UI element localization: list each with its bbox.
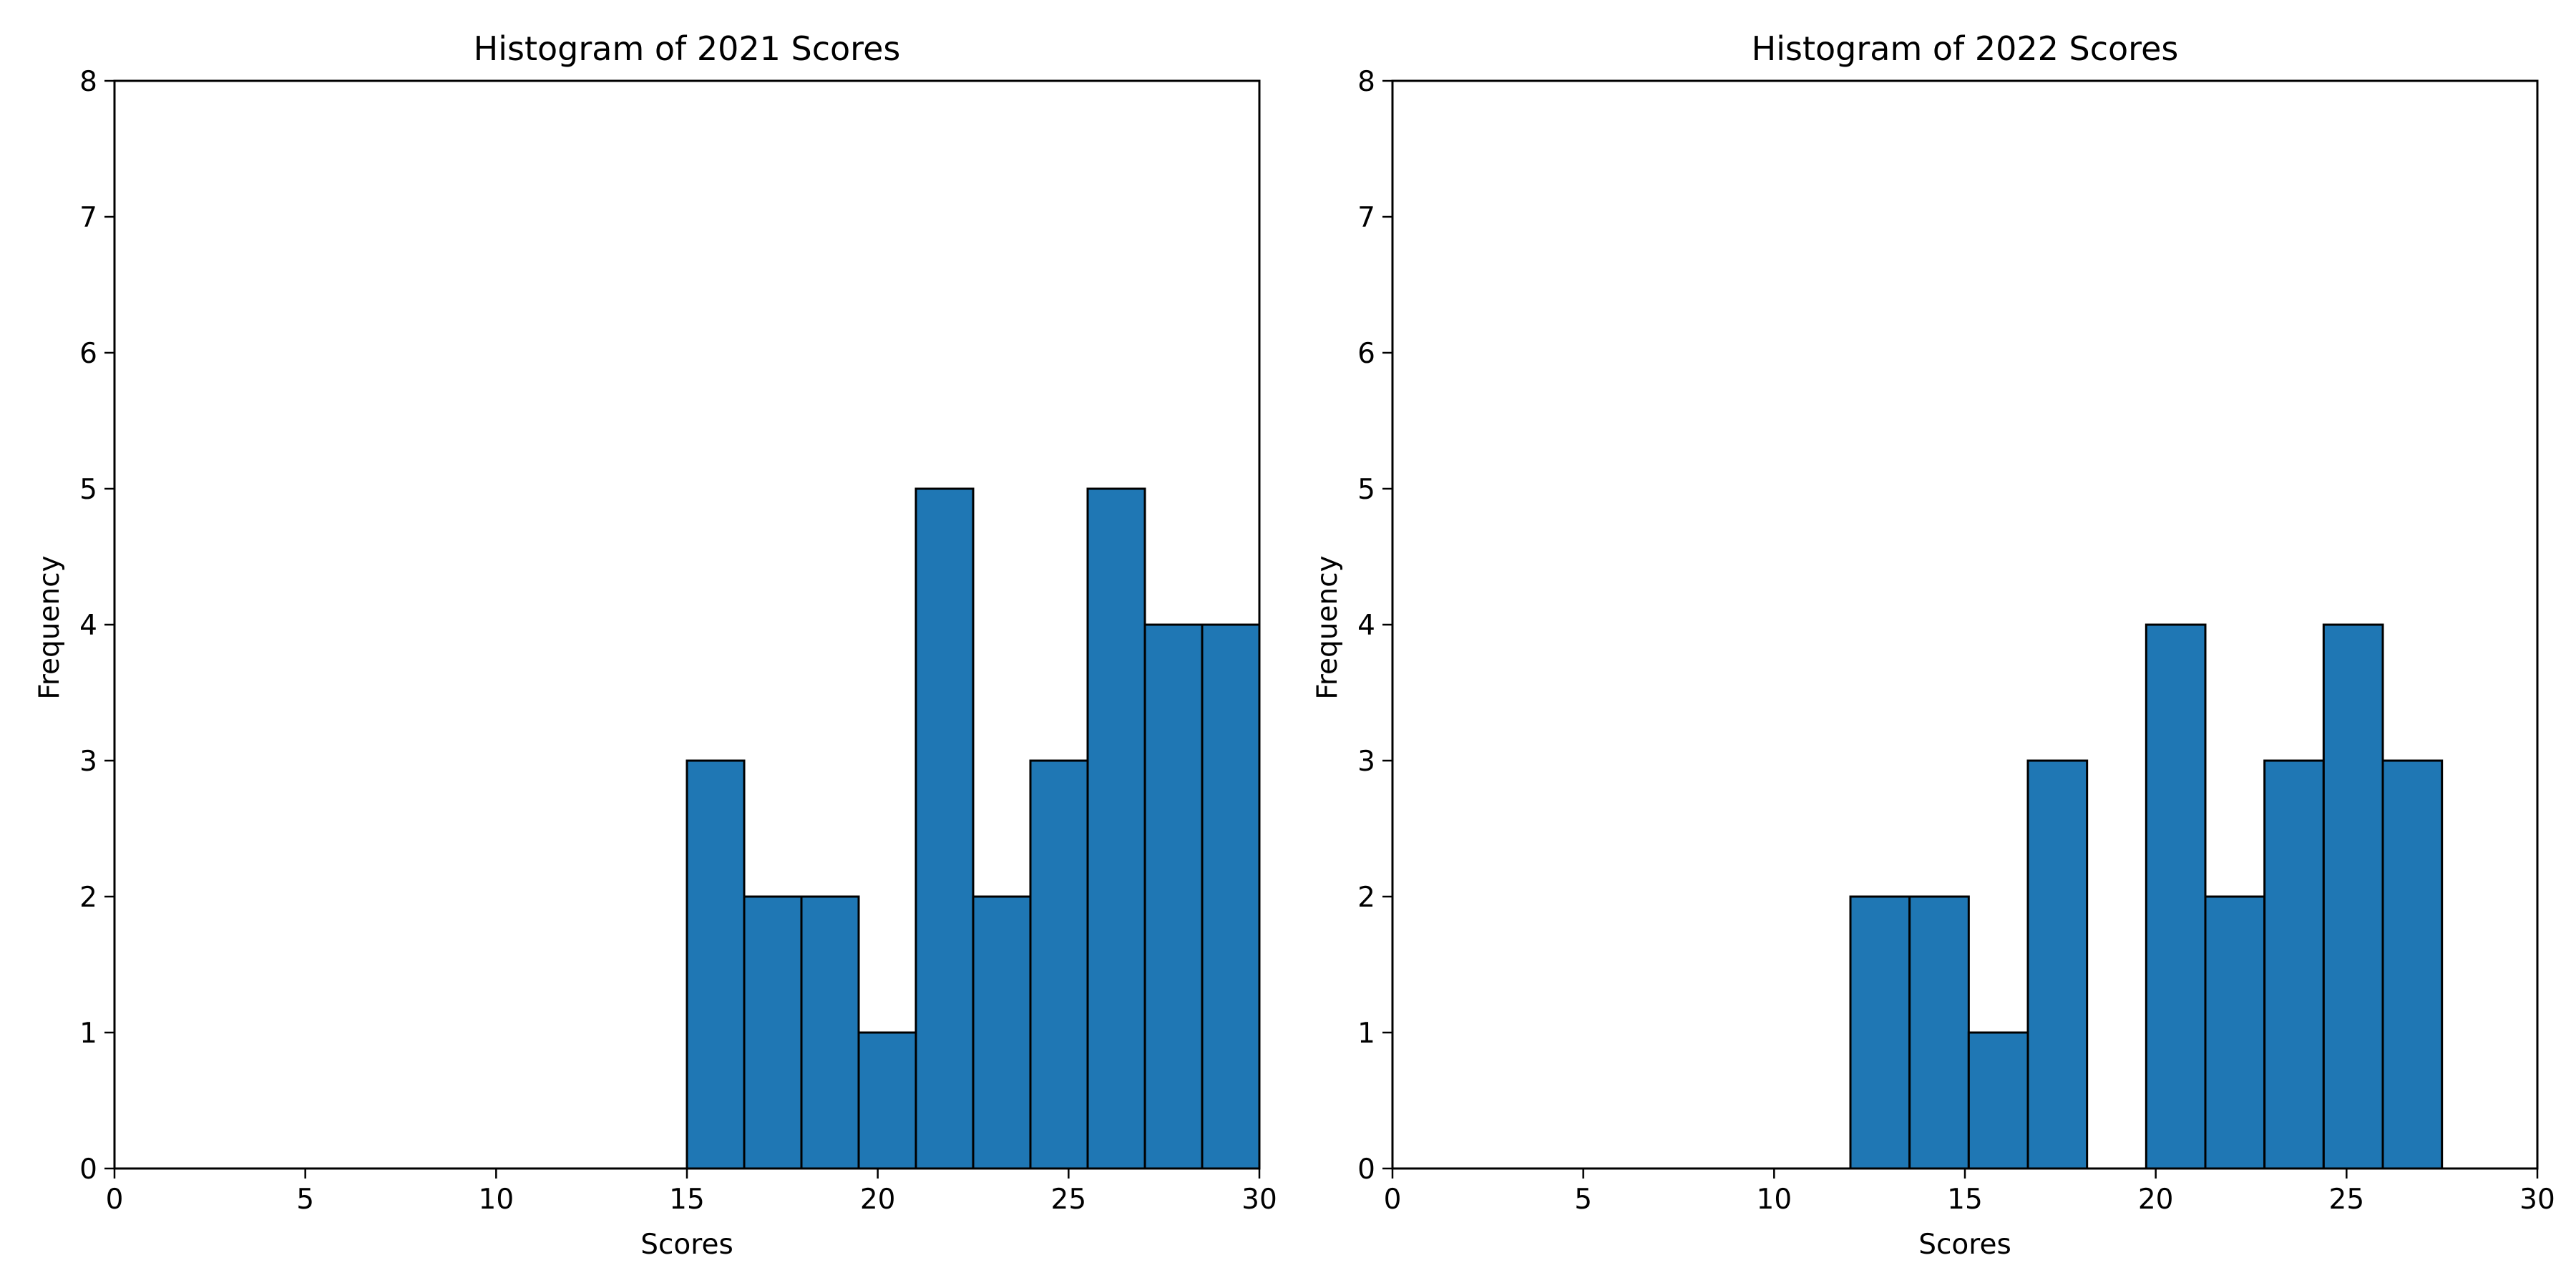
- chart-title: Histogram of 2021 Scores: [474, 29, 901, 68]
- y-tick-label: 7: [1357, 202, 1375, 234]
- y-tick-label: 1: [1357, 1018, 1375, 1050]
- x-tick-label: 25: [2329, 1184, 2365, 1216]
- bars: [1849, 623, 2444, 1170]
- x-tick-label: 5: [296, 1184, 314, 1216]
- subplot-2021: Histogram of 2021 Scores Scores Frequenc…: [34, 29, 1277, 1261]
- histogram-bar-6: [2204, 895, 2266, 1170]
- y-tick-label: 4: [79, 610, 97, 642]
- histogram-bar-8: [1143, 623, 1204, 1170]
- y-tick-label: 1: [79, 1018, 97, 1050]
- subplot-2022: Histogram of 2022 Scores Scores Frequenc…: [1312, 29, 2555, 1261]
- histogram-bar-1: [1908, 895, 1970, 1170]
- histogram-bar-9: [2381, 759, 2444, 1170]
- x-tick-label: 20: [860, 1184, 896, 1216]
- histogram-bar-7: [2263, 759, 2325, 1170]
- chart-title: Histogram of 2022 Scores: [1752, 29, 2179, 68]
- y-tick-label: 7: [79, 202, 97, 234]
- y-tick-label: 0: [1357, 1153, 1375, 1186]
- x-tick-label: 15: [669, 1184, 705, 1216]
- y-tick-label: 6: [79, 338, 97, 370]
- histogram-bar-3: [2026, 759, 2089, 1170]
- histogram-bar-4: [914, 487, 975, 1170]
- x-tick-label: 10: [1757, 1184, 1792, 1216]
- y-ticks: 0 1 2 3 4 5 6 7 8: [1357, 66, 1392, 1186]
- y-tick-label: 3: [1357, 746, 1375, 778]
- bars: [686, 487, 1261, 1170]
- x-tick-label: 5: [1574, 1184, 1592, 1216]
- x-tick-label: 10: [479, 1184, 514, 1216]
- histogram-bar-6: [1029, 759, 1089, 1170]
- x-ticks: 0 5 10 15 20 25 30: [106, 1169, 1277, 1216]
- x-tick-label: 15: [1947, 1184, 1983, 1216]
- y-tick-label: 4: [1357, 610, 1375, 642]
- histogram-bar-1: [743, 895, 803, 1170]
- y-tick-label: 6: [1357, 338, 1375, 370]
- histogram-bar-2: [1967, 1031, 2029, 1170]
- y-tick-label: 8: [79, 66, 97, 98]
- histogram-bar-2: [800, 895, 860, 1170]
- histogram-bar-5: [2145, 623, 2207, 1170]
- y-axis-label: Frequency: [1312, 555, 1344, 699]
- x-tick-label: 30: [1241, 1184, 1277, 1216]
- y-tick-label: 2: [1357, 882, 1375, 914]
- plot-frame: [113, 79, 1261, 1170]
- y-tick-label: 5: [79, 474, 97, 506]
- histogram-bar-8: [2322, 623, 2384, 1170]
- x-ticks: 0 5 10 15 20 25 30: [1384, 1169, 2555, 1216]
- histogram-bar-9: [1201, 623, 1261, 1170]
- histogram-bar-0: [686, 759, 746, 1170]
- plot-frame: [1391, 79, 2539, 1170]
- x-tick-label: 25: [1051, 1184, 1087, 1216]
- y-tick-label: 5: [1357, 474, 1375, 506]
- x-tick-label: 0: [1384, 1184, 1402, 1216]
- y-ticks: 0 1 2 3 4 5 6 7 8: [79, 66, 114, 1186]
- x-tick-label: 20: [2138, 1184, 2174, 1216]
- histogram-bar-3: [857, 1031, 917, 1170]
- y-axis-label: Frequency: [34, 555, 66, 699]
- y-tick-label: 2: [79, 882, 97, 914]
- y-tick-label: 0: [79, 1153, 97, 1186]
- histogram-bar-7: [1086, 487, 1146, 1170]
- y-tick-label: 8: [1357, 66, 1375, 98]
- x-axis-label: Scores: [640, 1229, 733, 1261]
- x-axis-label: Scores: [1918, 1229, 2011, 1261]
- histogram-bar-0: [1849, 895, 1911, 1170]
- x-tick-label: 30: [2519, 1184, 2555, 1216]
- y-tick-label: 3: [79, 746, 97, 778]
- x-tick-label: 0: [106, 1184, 124, 1216]
- histogram-bar-5: [972, 895, 1032, 1170]
